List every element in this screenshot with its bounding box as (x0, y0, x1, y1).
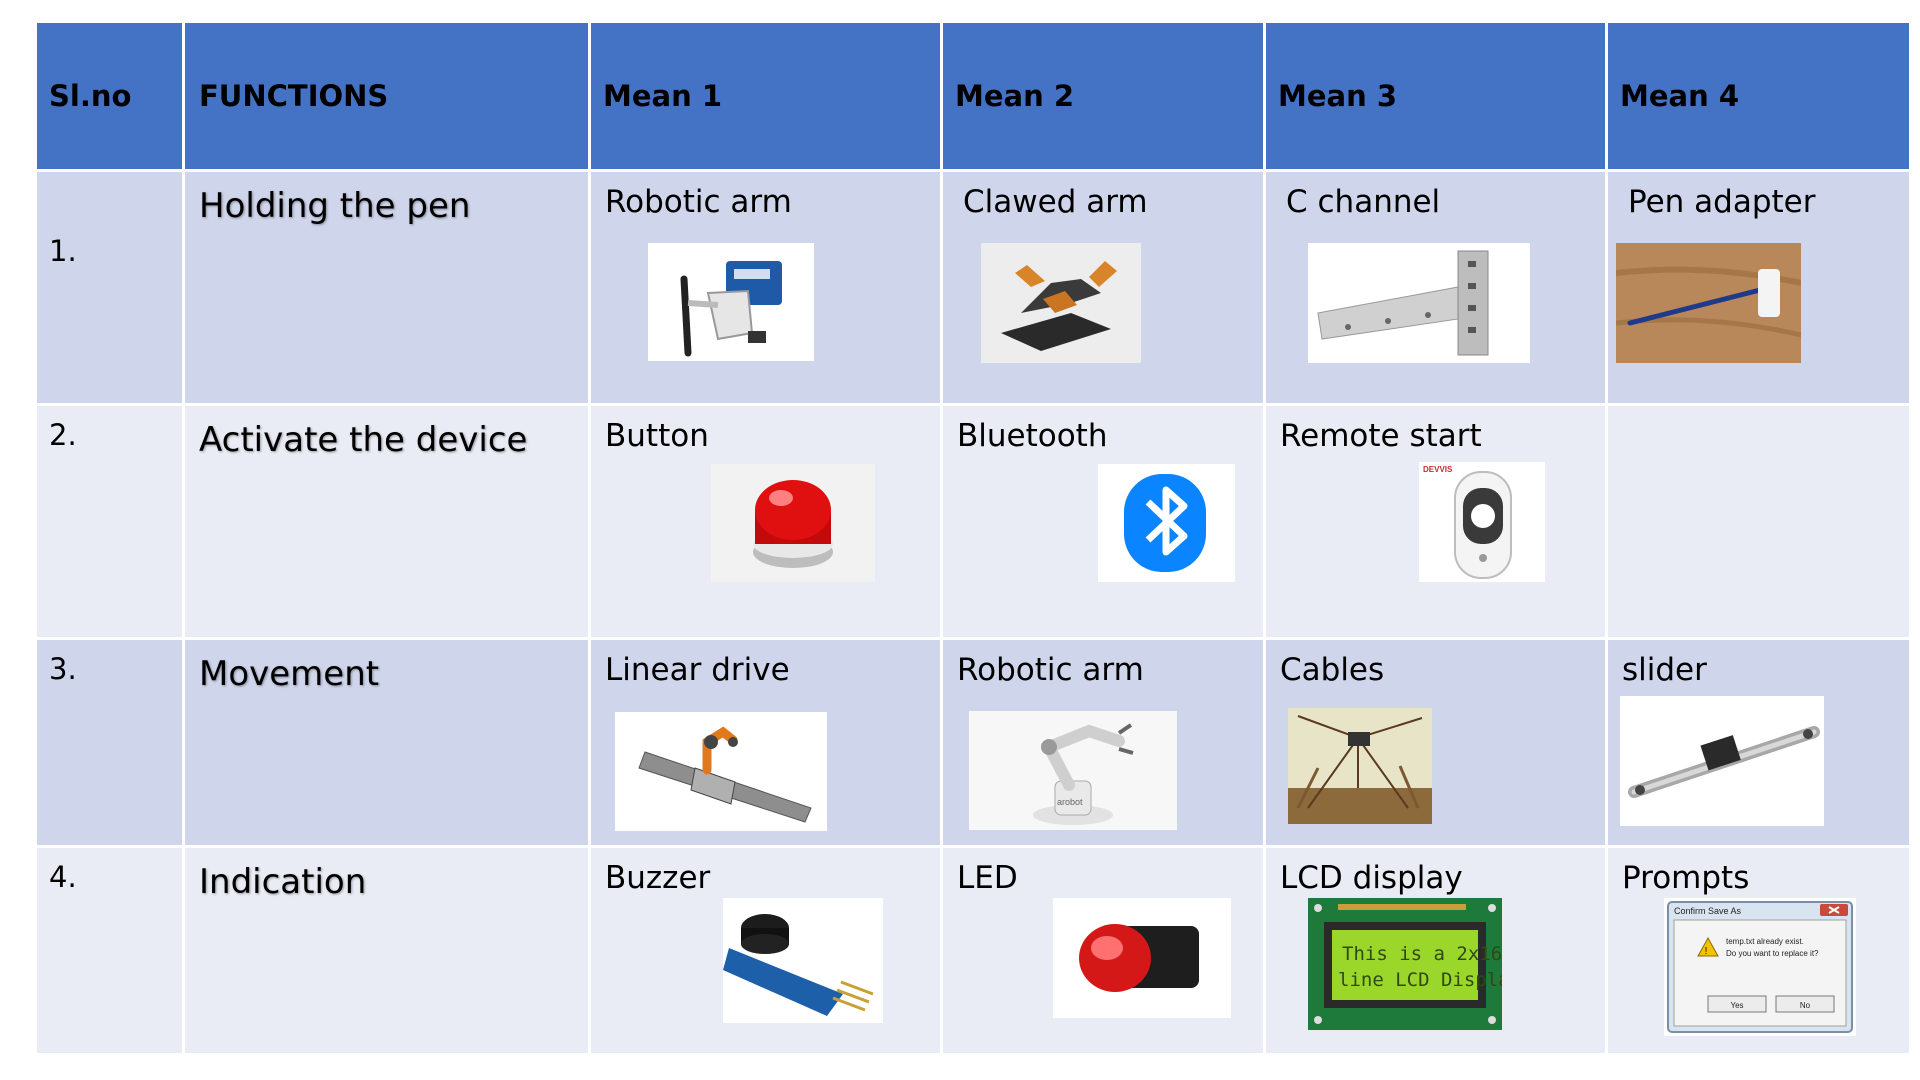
header-functions: FUNCTIONS (182, 20, 591, 172)
table-row: 3. Movement Linear drive Robotic arm (34, 637, 1912, 848)
mean-cell: Bluetooth (940, 403, 1266, 640)
svg-text:No: No (1800, 1001, 1811, 1010)
c-channel-icon (1308, 243, 1530, 363)
mean-cell: slider (1605, 637, 1912, 848)
row-slno: 4. (34, 845, 185, 1056)
mean-label: Robotic arm (957, 652, 1144, 688)
mean-cell: Buzzer (588, 845, 943, 1056)
mean-cell: C channel (1263, 169, 1608, 406)
mean-label: LCD display (1280, 860, 1463, 896)
table-row: 4. Indication Buzzer LED (34, 845, 1912, 1056)
buzzer-module-icon (723, 898, 883, 1023)
pen-adapter-icon (1616, 243, 1801, 363)
mean-cell: Button (588, 403, 943, 640)
row-function: Holding the pen (182, 169, 591, 406)
row-function: Activate the device (182, 403, 591, 640)
header-slno: Sl.no (34, 20, 185, 172)
clawed-arm-icon (981, 243, 1141, 363)
red-led-icon (1053, 898, 1231, 1018)
mean-label: LED (957, 860, 1018, 896)
mean-label: Cables (1280, 652, 1385, 688)
slider-rail-icon (1620, 696, 1824, 826)
table-row: 1. Holding the pen Robotic arm Clawed ar… (34, 169, 1912, 406)
mean-cell: Clawed arm (940, 169, 1266, 406)
header-mean-4: Mean 4 (1605, 20, 1912, 172)
linear-drive-icon (615, 712, 827, 831)
mean-cell: Robotic arm arobot (940, 637, 1266, 848)
lcd-display-icon: This is a 2x16 line LCD Display (1308, 898, 1502, 1030)
mean-cell: LCD display This is a 2x16 line LCD Disp… (1263, 845, 1608, 1056)
mean-label: Buzzer (605, 860, 711, 896)
mean-label: Prompts (1622, 860, 1750, 896)
mean-cell-empty (1605, 403, 1912, 640)
mean-cell: Cables (1263, 637, 1608, 848)
row-slno: 2. (34, 403, 185, 640)
svg-text:DEVVIS: DEVVIS (1423, 465, 1453, 474)
svg-text:line LCD Display: line LCD Display (1338, 969, 1502, 991)
mean-label: Bluetooth (957, 418, 1108, 454)
mean-label: Robotic arm (605, 184, 792, 220)
mean-label: C channel (1286, 184, 1441, 220)
svg-text:temp.txt already exist.: temp.txt already exist. (1726, 937, 1804, 946)
mean-label: Clawed arm (963, 184, 1148, 220)
mean-label: Linear drive (605, 652, 790, 688)
row-slno: 1. (34, 169, 185, 406)
mean-cell: Linear drive (588, 637, 943, 848)
remote-control-icon: DEVVIS (1419, 462, 1545, 582)
mean-cell: Remote start DEVVIS (1263, 403, 1608, 640)
header-row: Sl.no FUNCTIONS Mean 1 Mean 2 Mean 3 Mea… (34, 20, 1912, 172)
dialog-prompt-icon: Confirm Save As ! temp.txt already exist… (1664, 898, 1856, 1036)
svg-text:Confirm Save As: Confirm Save As (1674, 906, 1742, 916)
mean-cell: Robotic arm (588, 169, 943, 406)
robot-arm-icon: arobot (969, 711, 1177, 830)
red-button-icon (711, 464, 875, 582)
mean-cell: LED (940, 845, 1266, 1056)
header-mean-1: Mean 1 (588, 20, 943, 172)
svg-text:Do you want to replace it?: Do you want to replace it? (1726, 949, 1819, 958)
mean-label: Button (605, 418, 709, 454)
bluetooth-icon (1098, 464, 1235, 582)
header-mean-2: Mean 2 (940, 20, 1266, 172)
table-row: 2. Activate the device Button Bluetooth (34, 403, 1912, 640)
cable-robot-icon (1288, 708, 1432, 824)
row-function: Indication (182, 845, 591, 1056)
mean-label: Remote start (1280, 418, 1482, 454)
morphological-chart-table: Sl.no FUNCTIONS Mean 1 Mean 2 Mean 3 Mea… (34, 20, 1912, 1056)
svg-text:!: ! (1705, 946, 1708, 957)
mean-label: slider (1622, 652, 1707, 688)
mean-label: Pen adapter (1628, 184, 1816, 220)
mean-cell: Pen adapter (1605, 169, 1912, 406)
row-slno: 3. (34, 637, 185, 848)
header-mean-3: Mean 3 (1263, 20, 1608, 172)
mean-cell: Prompts Confirm Save As ! temp.txt alrea… (1605, 845, 1912, 1056)
svg-text:Yes: Yes (1730, 1001, 1743, 1010)
svg-text:arobot: arobot (1057, 797, 1083, 807)
row-function: Movement (182, 637, 591, 848)
svg-text:This is a 2x16: This is a 2x16 (1342, 943, 1502, 965)
robotic-gripper-icon (648, 243, 814, 361)
